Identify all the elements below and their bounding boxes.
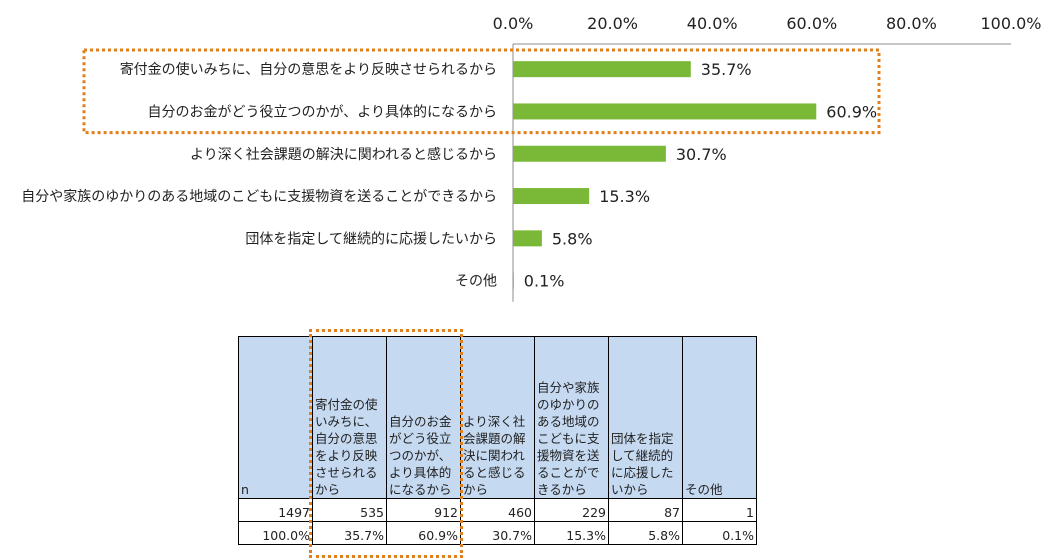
x-tick-label: 0.0% [493, 14, 534, 33]
table-cell: 1497 [238, 498, 313, 522]
table-percent-row: 100.0% 35.7% 60.9% 30.7% 15.3% 5.8% 0.1% [238, 521, 757, 545]
table-cell: 87 [608, 498, 683, 522]
x-tick-label: 20.0% [587, 14, 638, 33]
table-header-cell: 自分のお金がどう役立つのかが、より具体的になるから [386, 336, 461, 499]
y-axis: 寄付金の使いみちに、自分の意思をより反映させられるから自分のお金がどう役立つのか… [21, 44, 514, 302]
table-cell: 460 [460, 498, 535, 522]
x-tick-label: 60.0% [786, 14, 837, 33]
table-cell: 535 [312, 498, 387, 522]
table-cell: 229 [534, 498, 609, 522]
table-cell: 15.3% [534, 521, 609, 545]
table-count-row: 1497 535 912 460 229 87 1 [238, 498, 757, 522]
value-label: 15.3% [599, 187, 650, 206]
category-label: より深く社会課題の解決に関われると感じるから [190, 146, 497, 163]
value-label: 35.7% [701, 60, 752, 79]
x-tick-label: 40.0% [687, 14, 738, 33]
category-label: 寄付金の使いみちに、自分の意思をより反映させられるから [120, 61, 497, 78]
table-cell: 60.9% [386, 521, 461, 545]
highlight-rect [82, 48, 881, 135]
bar [513, 272, 514, 289]
category-label: 団体を指定して継続的に応援したいから [245, 230, 497, 247]
table-header-cell: 団体を指定して継続的に応援したいから [608, 336, 683, 499]
table-cell: 1 [682, 498, 757, 522]
table-cell: 100.0% [238, 521, 313, 545]
data-table: n 寄付金の使いみちに、自分の意思をより反映させられるから 自分のお金がどう役立… [238, 336, 757, 545]
chart-highlight-box [82, 48, 881, 135]
value-label: 30.7% [676, 145, 727, 164]
table-header-cell: 寄付金の使いみちに、自分の意思をより反映させられるから [312, 336, 387, 499]
table-cell: 0.1% [682, 521, 757, 545]
category-label: 自分のお金がどう役立つのかが、より具体的になるから [148, 104, 497, 120]
table-header-cell: その他 [682, 336, 757, 499]
bar-chart: 0.0% 20.0% 40.0% 60.0% 80.0% 100.0% 寄付金の使いみちに… [21, 14, 1042, 302]
bar [513, 61, 691, 78]
bar [513, 145, 666, 162]
bar [513, 230, 542, 247]
value-label: 60.9% [826, 102, 877, 121]
table-header-row: n 寄付金の使いみちに、自分の意思をより反映させられるから 自分のお金がどう役立… [238, 336, 757, 499]
x-tick-label: 80.0% [886, 14, 937, 33]
x-tick-label: 100.0% [980, 14, 1041, 33]
bars: 35.7% 60.9% 30.7% 15.3% 5.8% 0.1% [513, 60, 877, 291]
value-label: 0.1% [524, 272, 565, 291]
table-header-cell: より深く社会課題の解決に関われると感じるから [460, 336, 535, 499]
bar [513, 188, 590, 205]
table-header-cell: 自分や家族のゆかりのある地域のこどもに支援物資を送ることができるから [534, 336, 609, 499]
table-header-cell: n [238, 336, 313, 499]
table-cell: 5.8% [608, 521, 683, 545]
category-label: 自分や家族のゆかりのある地域のこどもに支援物資を送ることができるから [21, 188, 497, 205]
bar [513, 103, 817, 120]
table-cell: 35.7% [312, 521, 387, 545]
table-cell: 912 [386, 498, 461, 522]
x-axis: 0.0% 20.0% 40.0% 60.0% 80.0% 100.0% [493, 14, 1042, 45]
table-cell: 30.7% [460, 521, 535, 545]
category-label: その他 [455, 274, 497, 290]
value-label: 5.8% [552, 229, 593, 248]
